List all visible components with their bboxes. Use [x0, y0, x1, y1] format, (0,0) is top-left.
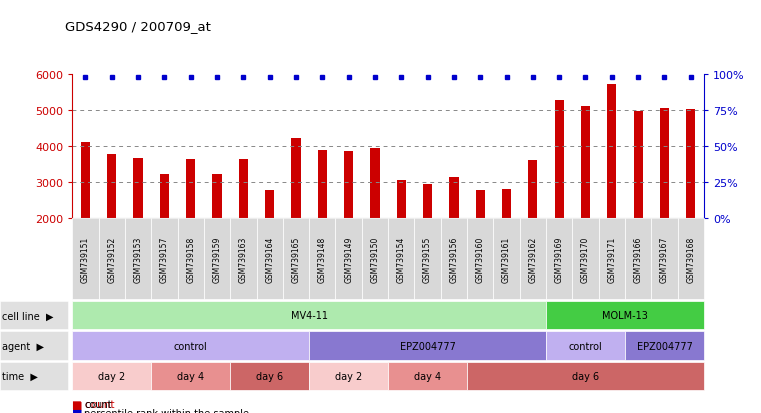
Bar: [133, 158, 143, 219]
Text: day 6: day 6: [572, 371, 599, 381]
Text: GSM739153: GSM739153: [134, 236, 142, 282]
Bar: [371, 148, 380, 219]
Text: GSM739169: GSM739169: [555, 236, 564, 282]
Bar: [344, 152, 353, 219]
Text: GSM739166: GSM739166: [634, 236, 642, 282]
Bar: [502, 190, 511, 219]
Text: GSM739161: GSM739161: [502, 236, 511, 282]
Bar: [476, 190, 485, 219]
Bar: [186, 160, 196, 219]
Text: GSM739164: GSM739164: [265, 236, 274, 282]
Bar: [239, 159, 248, 219]
Text: GSM739151: GSM739151: [81, 236, 90, 282]
Text: GSM739170: GSM739170: [581, 236, 590, 282]
Text: GDS4290 / 200709_at: GDS4290 / 200709_at: [65, 20, 211, 33]
Bar: [528, 161, 537, 219]
Text: count: count: [84, 399, 112, 409]
Text: GSM739158: GSM739158: [186, 236, 196, 282]
Text: MV4-11: MV4-11: [291, 311, 328, 320]
Text: GSM739156: GSM739156: [450, 236, 458, 282]
Bar: [449, 177, 459, 219]
Bar: [555, 100, 564, 219]
Bar: [396, 180, 406, 219]
Bar: [686, 110, 696, 219]
Text: GSM739168: GSM739168: [686, 236, 696, 282]
Bar: [160, 175, 169, 219]
Text: GSM739148: GSM739148: [318, 236, 326, 282]
Bar: [581, 107, 590, 219]
Text: GSM739162: GSM739162: [528, 236, 537, 282]
Text: day 4: day 4: [414, 371, 441, 381]
Text: day 4: day 4: [177, 371, 204, 381]
Bar: [607, 84, 616, 219]
Text: GSM739160: GSM739160: [476, 236, 485, 282]
Text: EPZ004777: EPZ004777: [400, 341, 456, 351]
Text: GSM739152: GSM739152: [107, 236, 116, 282]
Text: ■: ■: [72, 408, 83, 413]
Text: GSM739163: GSM739163: [239, 236, 248, 282]
Text: GSM739157: GSM739157: [160, 236, 169, 282]
Text: EPZ004777: EPZ004777: [636, 341, 693, 351]
Bar: [212, 174, 221, 219]
Text: GSM739171: GSM739171: [607, 236, 616, 282]
Text: day 6: day 6: [256, 371, 283, 381]
Bar: [660, 109, 669, 219]
Text: ■ count: ■ count: [72, 399, 115, 409]
Bar: [423, 185, 432, 219]
Text: GSM739167: GSM739167: [660, 236, 669, 282]
Bar: [107, 154, 116, 219]
Text: GSM739165: GSM739165: [291, 236, 301, 282]
Text: control: control: [568, 341, 603, 351]
Text: cell line  ▶: cell line ▶: [2, 311, 53, 320]
Bar: [81, 142, 90, 219]
Text: day 2: day 2: [335, 371, 362, 381]
Bar: [633, 112, 643, 219]
Text: GSM739159: GSM739159: [212, 236, 221, 282]
Bar: [291, 138, 301, 219]
Text: GSM739149: GSM739149: [344, 236, 353, 282]
Text: agent  ▶: agent ▶: [2, 341, 43, 351]
Text: time  ▶: time ▶: [2, 371, 37, 381]
Bar: [317, 151, 327, 219]
Text: MOLM-13: MOLM-13: [602, 311, 648, 320]
Text: GSM739154: GSM739154: [396, 236, 406, 282]
Text: GSM739150: GSM739150: [371, 236, 380, 282]
Text: control: control: [174, 341, 208, 351]
Bar: [265, 191, 274, 219]
Text: ■: ■: [72, 399, 83, 409]
Text: day 2: day 2: [98, 371, 126, 381]
Text: GSM739155: GSM739155: [423, 236, 432, 282]
Text: percentile rank within the sample: percentile rank within the sample: [84, 408, 250, 413]
